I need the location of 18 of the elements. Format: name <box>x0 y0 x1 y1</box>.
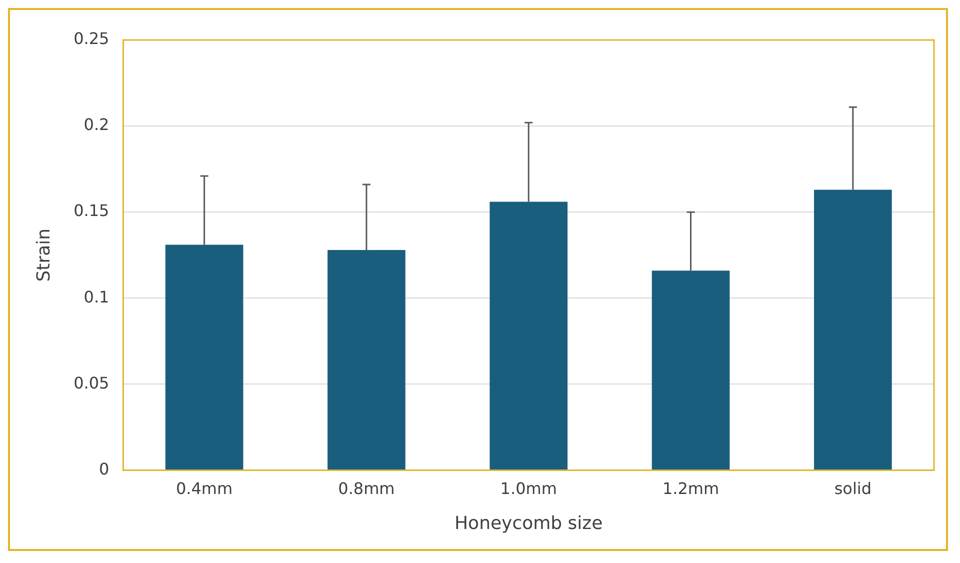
bar <box>165 244 244 470</box>
y-tick-label: 0.1 <box>84 287 110 306</box>
x-tick-label: 1.2mm <box>662 478 720 498</box>
y-tick-label: 0 <box>99 459 110 478</box>
y-tick-label: 0.25 <box>74 29 110 48</box>
y-tick-label: 0.2 <box>84 115 110 134</box>
y-tick-label: 0.15 <box>74 201 110 220</box>
x-tick-label: 1.0mm <box>500 478 557 498</box>
bar <box>814 190 892 470</box>
x-tick-label: 0.4mm <box>176 478 233 498</box>
x-tick-label: 0.8mm <box>338 478 395 498</box>
x-axis-title: Honeycomb size <box>454 512 603 534</box>
bar <box>328 250 406 470</box>
y-tick-label: 0.05 <box>74 373 110 392</box>
bar <box>652 270 730 470</box>
y-axis-title: Strain <box>33 228 54 282</box>
bar <box>490 202 568 470</box>
x-tick-label: solid <box>834 478 872 498</box>
